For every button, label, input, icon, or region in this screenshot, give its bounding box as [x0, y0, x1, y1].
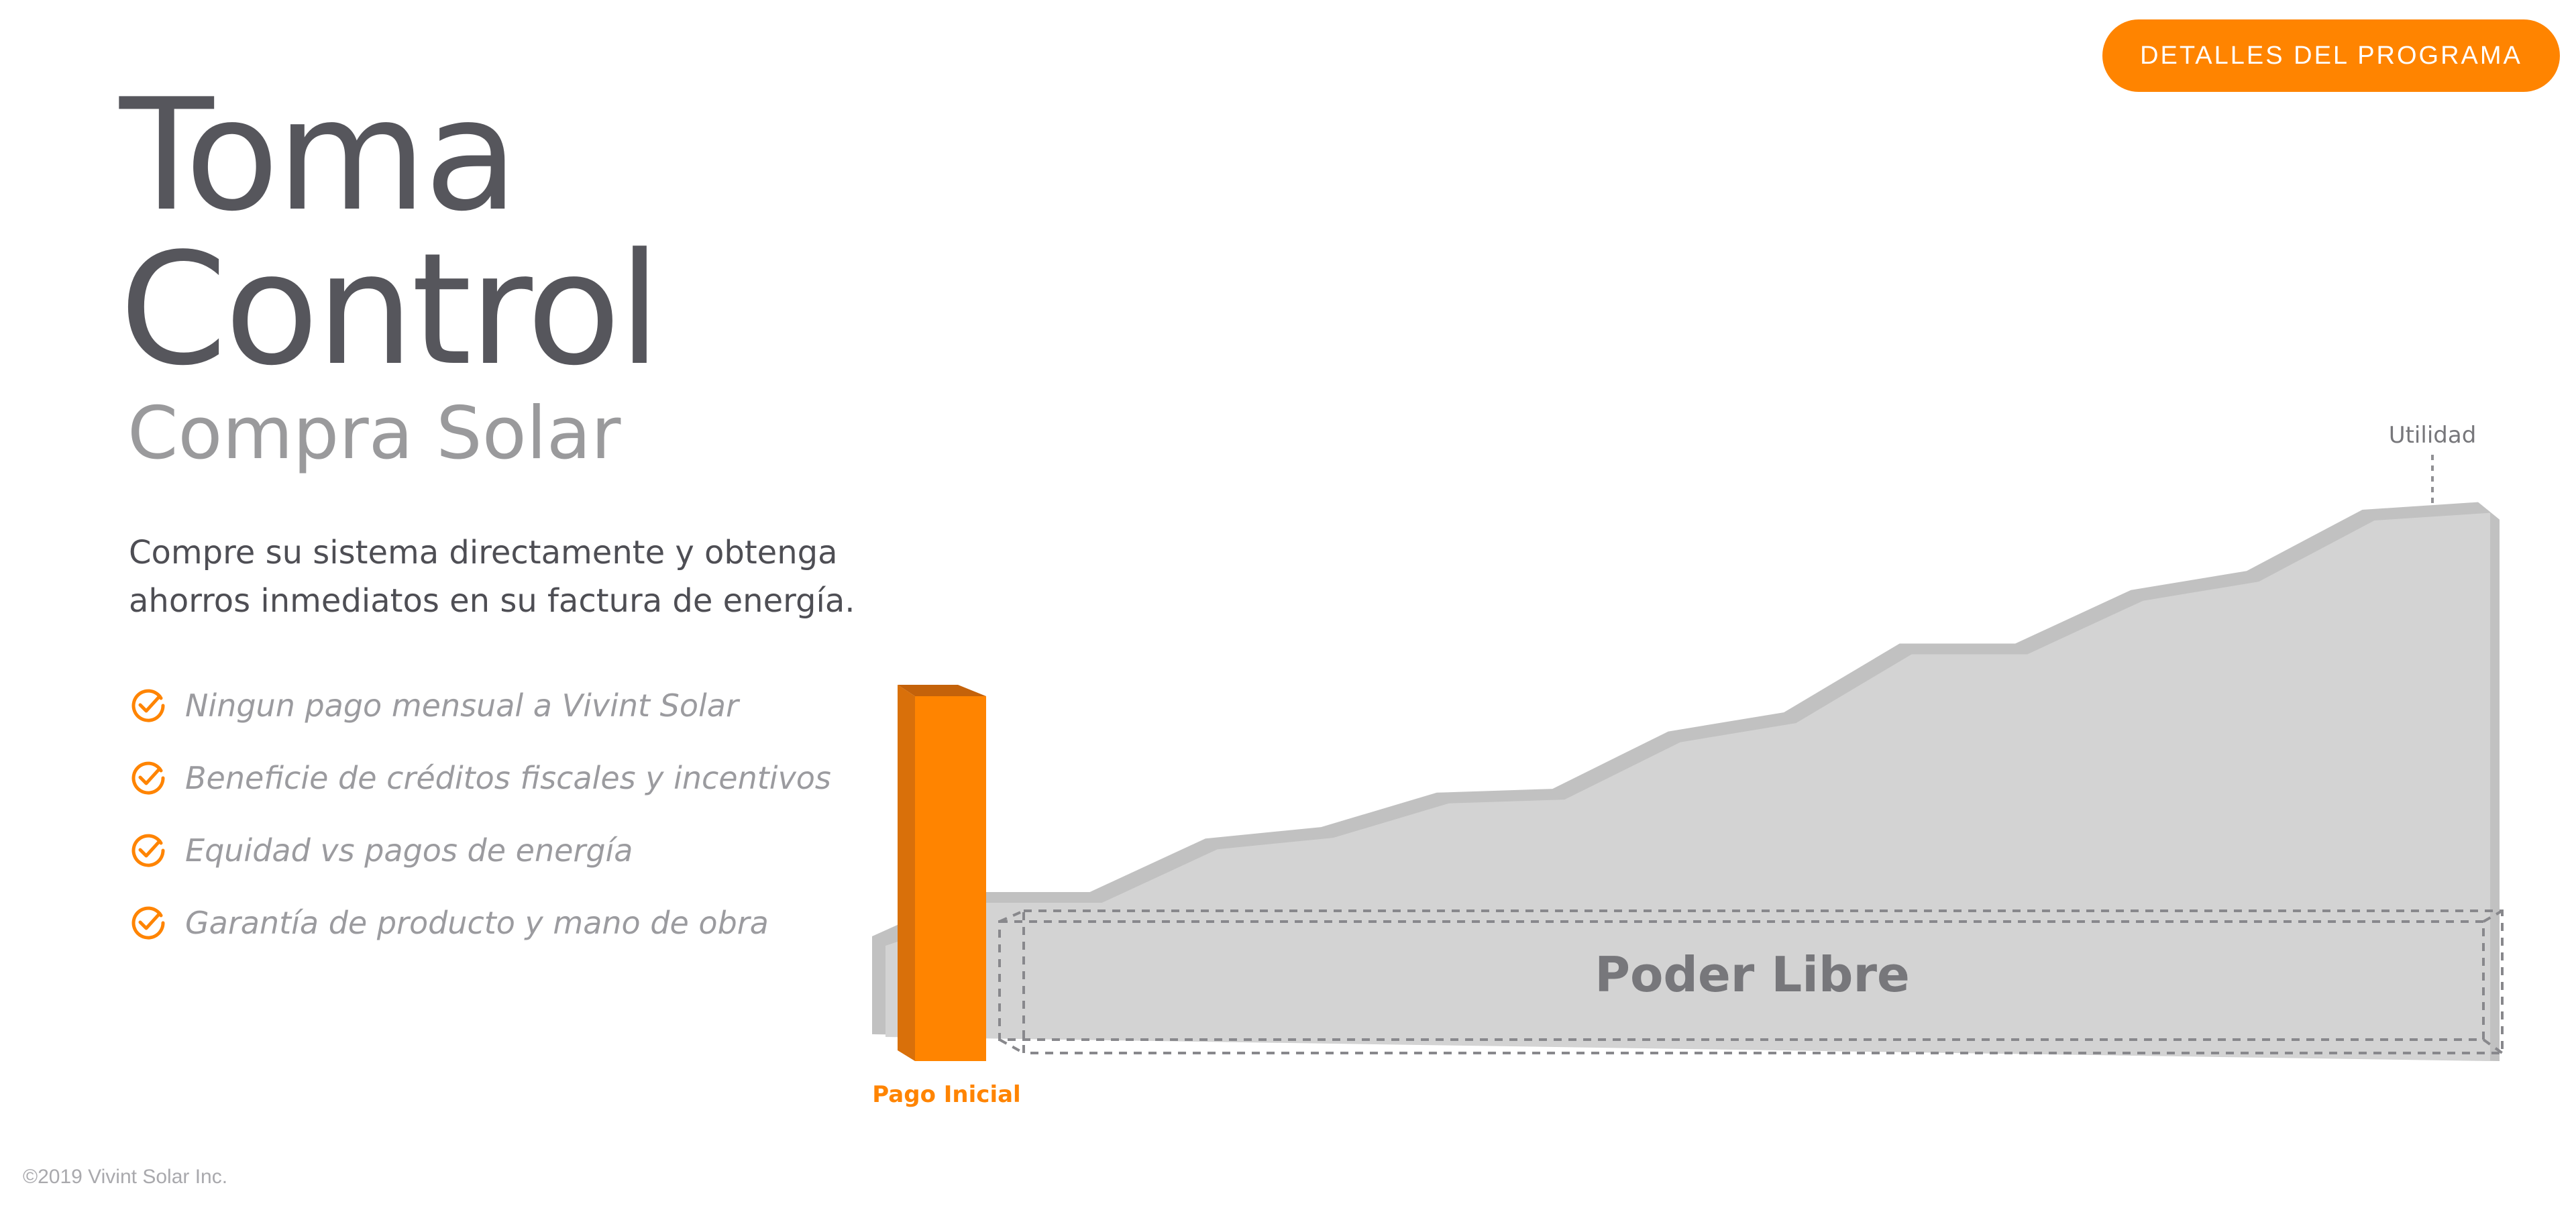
utility-label: Utilidad — [2389, 422, 2477, 449]
page-title: Toma Control — [119, 66, 661, 400]
initial-payment-bar — [898, 685, 986, 1061]
program-details-button[interactable]: DETALLES DEL PROGRAMA — [2102, 19, 2560, 92]
free-power-box-edge — [2483, 909, 2503, 923]
check-circle-icon — [131, 761, 165, 795]
benefit-label: Ningun pago mensual a Vivint Solar — [185, 687, 739, 724]
free-power-box-front — [998, 920, 2485, 1041]
benefit-label: Equidad vs pagos de energía — [185, 832, 633, 869]
initial-payment-label: Pago Inicial — [872, 1081, 1020, 1108]
title-line-1: Toma — [119, 66, 519, 245]
check-circle-icon — [131, 834, 165, 867]
benefit-item: Equidad vs pagos de energía — [127, 814, 831, 887]
initial-payment-bar-side — [898, 685, 915, 1061]
free-power-box-edge — [999, 909, 1024, 923]
free-power-box-back — [1022, 909, 2504, 1054]
benefit-item: Garantía de producto y mano de obra — [127, 887, 831, 959]
benefit-item: Ningun pago mensual a Vivint Solar — [127, 669, 831, 742]
check-circle-icon — [131, 906, 165, 940]
free-power-label: Poder Libre — [1595, 946, 1910, 1003]
free-power-box — [998, 909, 2504, 1054]
free-power-box-edge — [2482, 1038, 2504, 1054]
title-line-2: Control — [119, 221, 661, 400]
benefits-list: Ningun pago mensual a Vivint Solar Benef… — [127, 669, 831, 959]
check-circle-icon — [131, 689, 165, 722]
copyright-text: ©2019 Vivint Solar Inc. — [23, 1166, 228, 1188]
benefit-label: Beneficie de créditos fiscales y incenti… — [185, 760, 831, 796]
benefit-item: Beneficie de créditos fiscales y incenti… — [127, 742, 831, 814]
intro-description: Compre su sistema directamente y obtenga… — [129, 534, 855, 620]
initial-payment-bar-front — [915, 696, 986, 1061]
utility-area — [885, 512, 2490, 1061]
page-subtitle: Compra Solar — [127, 392, 621, 476]
initial-payment-bar-top — [898, 685, 986, 696]
free-power-box-edge — [999, 1038, 1024, 1054]
benefit-label: Garantía de producto y mano de obra — [185, 905, 769, 941]
